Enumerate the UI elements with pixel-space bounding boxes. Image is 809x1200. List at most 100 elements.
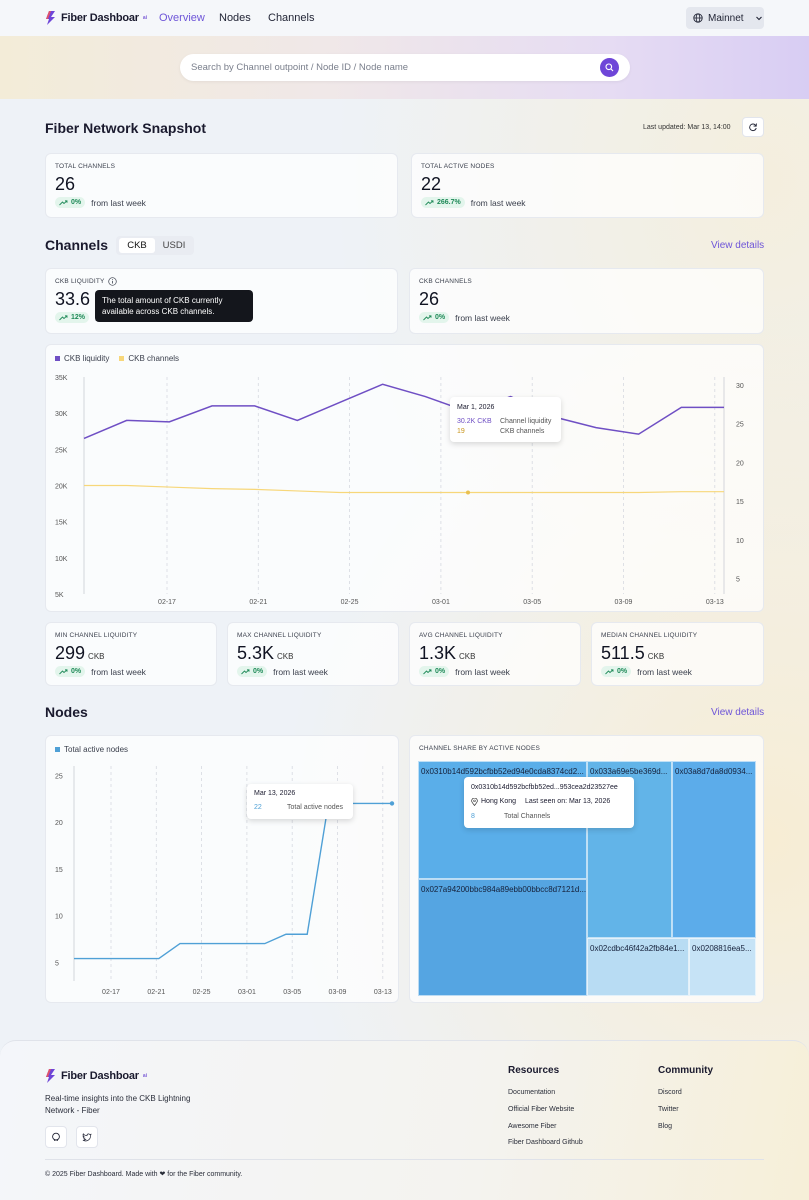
nodes-chart-tooltip: Mar 13, 2026 22 Total active nodes (247, 784, 353, 819)
card-value: 26 (419, 289, 440, 309)
treemap-tooltip: 0x0310b14d592bcfbb52ed...953cea2d23527ee… (464, 777, 634, 828)
card-label: MEDIAN CHANNEL LIQUIDITY (601, 632, 698, 639)
min-liquidity-card: MIN CHANNEL LIQUIDITY 299 CKB 0% from las… (45, 622, 217, 686)
tip-channels-label: Total Channels (504, 813, 551, 820)
trend-note: from last week (455, 666, 510, 677)
legend-channels[interactable]: CKB channels (128, 354, 180, 363)
nav-nodes[interactable]: Nodes (219, 12, 251, 24)
x-tick-label: 02-21 (147, 989, 165, 996)
search-hero: Search by Channel outpoint / Node ID / N… (0, 36, 809, 99)
tip-nodes-value: 22 (254, 804, 262, 811)
card-label: TOTAL ACTIVE NODES (421, 163, 495, 170)
footer-description: Real-time insights into the CKB Lightnin… (45, 1094, 191, 1115)
footer-link-blog[interactable]: Blog (658, 1123, 673, 1130)
tip-channels-value: 8 (471, 813, 475, 820)
footer-link-official-site[interactable]: Official Fiber Website (508, 1106, 575, 1113)
y-right-tick-label: 15 (736, 499, 744, 506)
trend-up-icon (605, 668, 614, 674)
refresh-button[interactable] (742, 117, 764, 137)
globe-icon (693, 13, 703, 23)
liquidity-tooltip: The total amount of CKB currently availa… (95, 290, 253, 322)
tip-channels-value: 19 (457, 428, 465, 435)
footer-link-documentation[interactable]: Documentation (508, 1089, 556, 1096)
location-pin-icon (471, 798, 478, 806)
treemap-cell[interactable]: 0x027a94200bbc984a89ebb00bbcc8d7121d... (418, 879, 587, 996)
nodes-line-chart: 5 10 15 20 25 02-17 02-21 02-25 03-01 03-05 03-09 0… (55, 766, 395, 996)
treemap-cell[interactable]: 0x03a8d7da8d0934... (672, 761, 756, 938)
trend-up-icon (59, 314, 68, 320)
trend-value: 0% (253, 668, 264, 675)
treemap-cell[interactable]: 0x0208816ea5... (689, 938, 756, 996)
card-value: 33.6 (55, 289, 91, 309)
tip-date: Mar 1, 2026 (457, 404, 495, 411)
network-label: Mainnet (708, 12, 744, 24)
trend-note: from last week (91, 197, 146, 208)
tip-liquidity-value: 30.2K CKB (457, 418, 492, 425)
x-tick-label: 02-21 (249, 599, 267, 606)
nodes-title: Nodes (45, 704, 88, 720)
network-selector[interactable]: Mainnet (686, 7, 764, 29)
info-icon[interactable] (108, 277, 117, 286)
chart-legend: Total active nodes (55, 745, 128, 754)
logo[interactable]: Fiber Dashboar ai (45, 11, 147, 25)
nodes-view-details-link[interactable]: View details (711, 707, 765, 718)
legend-nodes[interactable]: Total active nodes (64, 745, 129, 754)
y-left-tick-label: 25K (55, 447, 68, 454)
chart-legend: CKB liquidity CKB channels (55, 354, 179, 363)
logo-sup: ai (142, 15, 148, 21)
x-tick-label: 03-01 (238, 989, 256, 996)
legend-swatch-channels (119, 356, 125, 361)
footer-link-discord[interactable]: Discord (658, 1089, 682, 1096)
x-tick-label: 03-13 (706, 599, 724, 606)
y-tick-label: 15 (55, 867, 63, 874)
logo-text: Fiber Dashboar (61, 12, 139, 24)
top-navigation: Fiber Dashboar ai Overview Nodes Channels… (0, 0, 809, 36)
footer-link-github[interactable]: Fiber Dashboard Github (508, 1139, 583, 1146)
trend-pill: 0% (55, 197, 86, 208)
trend-value: 0% (617, 668, 628, 675)
github-button[interactable] (45, 1126, 67, 1148)
trend: 0% from last week (55, 666, 146, 677)
search-button[interactable] (600, 58, 619, 77)
toggle-usdi[interactable]: USDI (162, 240, 186, 251)
treemap-cell-label: 0x027a94200bbc984a89ebb00bbcc8d7121d... (421, 885, 587, 894)
last-updated: Last updated: Mar 13, 14:00 (643, 124, 731, 131)
search-bar[interactable]: Search by Channel outpoint / Node ID / N… (180, 54, 630, 81)
y-tick-label: 5 (55, 960, 59, 967)
ckb-channels-card: CKB CHANNELS 26 0% from last week (409, 268, 764, 334)
x-tick-label: 03-05 (523, 599, 541, 606)
twitter-button[interactable] (76, 1126, 98, 1148)
toggle-ckb[interactable]: CKB (119, 238, 155, 253)
legend-liquidity[interactable]: CKB liquidity (64, 354, 110, 363)
max-liquidity-card: MAX CHANNEL LIQUIDITY 5.3K CKB 0% from la… (227, 622, 399, 686)
footer-link-awesome-fiber[interactable]: Awesome Fiber (508, 1123, 557, 1130)
resources-heading: Resources (508, 1065, 560, 1076)
footer-logo[interactable]: Fiber Dashboar ai (45, 1069, 147, 1083)
trend-value: 0% (71, 199, 82, 206)
trend-note: from last week (455, 312, 510, 323)
nav-channels[interactable]: Channels (268, 12, 315, 24)
y-left-tick-label: 30K (55, 411, 68, 418)
stat-value: 299 (55, 643, 86, 663)
x-tick-label: 02-17 (158, 599, 176, 606)
treemap-cell-label: 0x03a8d7da8d0934... (675, 767, 753, 776)
treemap-cell[interactable]: 0x02cdbc46f42a2fb84e1... (587, 938, 689, 996)
legend-swatch-nodes (55, 747, 60, 752)
twitter-icon (82, 1133, 92, 1142)
card-value: 511.5 CKB (601, 643, 664, 664)
stat-unit: CKB (277, 652, 294, 661)
x-tick-label: 03-05 (283, 989, 301, 996)
nav-overview[interactable]: Overview (159, 12, 205, 24)
search-input[interactable]: Search by Channel outpoint / Node ID / N… (191, 62, 409, 73)
tip-location: Hong Kong (481, 798, 517, 805)
trend-pill: 0% (237, 666, 268, 677)
trend-pill: 0% (55, 666, 86, 677)
y-right-tick-label: 25 (736, 422, 744, 429)
channels-view-details-link[interactable]: View details (711, 240, 765, 251)
y-left-tick-label: 35K (55, 375, 68, 382)
footer-link-twitter[interactable]: Twitter (658, 1106, 679, 1113)
y-tick-label: 20 (55, 820, 63, 827)
refresh-icon (749, 123, 757, 132)
trend: 0% from last week (237, 666, 328, 677)
y-right-tick-label: 30 (736, 383, 744, 390)
